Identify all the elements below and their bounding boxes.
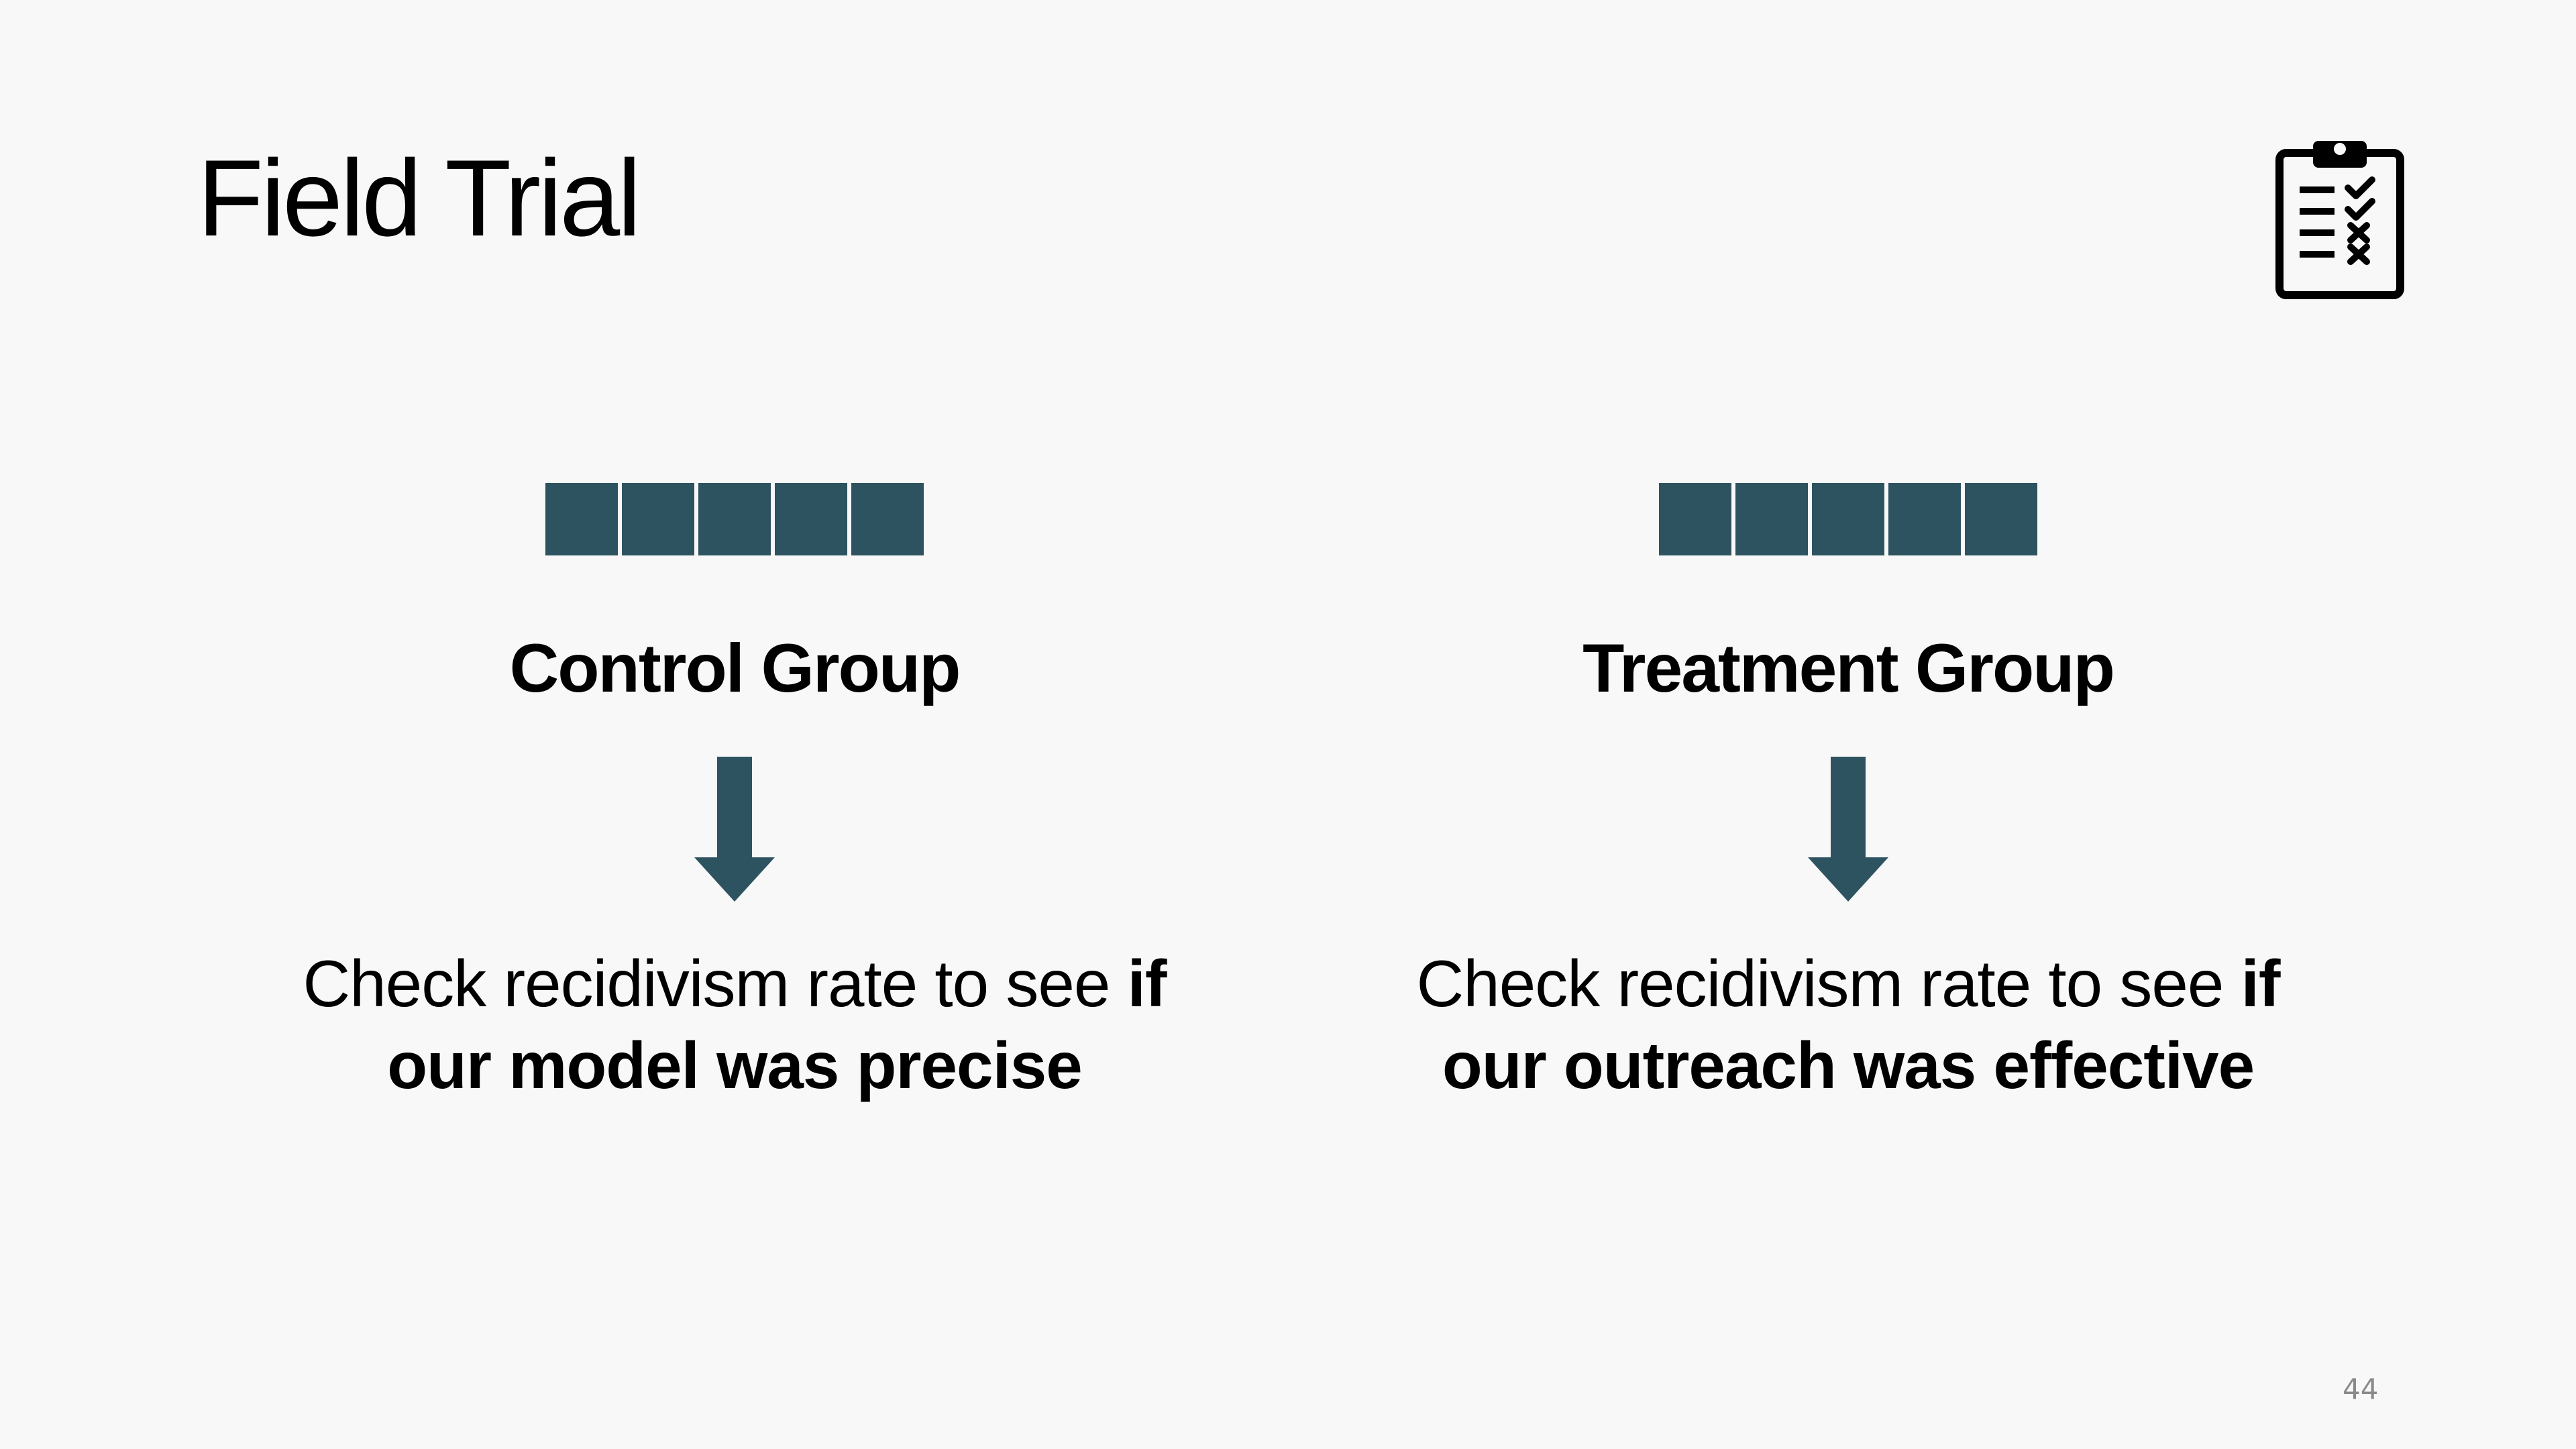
- group-square: [775, 483, 847, 555]
- control-group-column: Control Group Check recidivism rate to s…: [265, 483, 1204, 1221]
- description-plain-text: Check recidivism rate to see: [303, 947, 1128, 1020]
- treatment-group-squares: [1659, 483, 2037, 555]
- group-square: [1735, 483, 1808, 555]
- description-plain-text: Check recidivism rate to see: [1416, 947, 2241, 1020]
- slide-title: Field Trial: [197, 138, 641, 259]
- page-number: 44: [2343, 1373, 2379, 1405]
- treatment-group-heading: Treatment Group: [1582, 630, 2115, 706]
- group-square: [1888, 483, 1961, 555]
- group-square: [1659, 483, 1731, 555]
- group-square: [1812, 483, 1884, 555]
- description-bold-text: if our outreach was effective: [1442, 947, 2281, 1102]
- treatment-group-description: Check recidivism rate to see if our outr…: [1379, 943, 2318, 1106]
- group-square: [545, 483, 618, 555]
- control-group-squares: [545, 483, 924, 555]
- group-square: [851, 483, 924, 555]
- description-bold-text: if our model was precise: [387, 947, 1167, 1102]
- down-arrow-icon: [1808, 757, 1888, 902]
- group-square: [622, 483, 694, 555]
- group-square: [698, 483, 771, 555]
- treatment-group-column: Treatment Group Check recidivism rate to…: [1379, 483, 2318, 1221]
- clipboard-checklist-icon: [2275, 141, 2404, 299]
- group-square: [1965, 483, 2037, 555]
- down-arrow-icon: [694, 757, 775, 902]
- control-group-heading: Control Group: [509, 630, 961, 706]
- control-group-description: Check recidivism rate to see if our mode…: [265, 943, 1204, 1106]
